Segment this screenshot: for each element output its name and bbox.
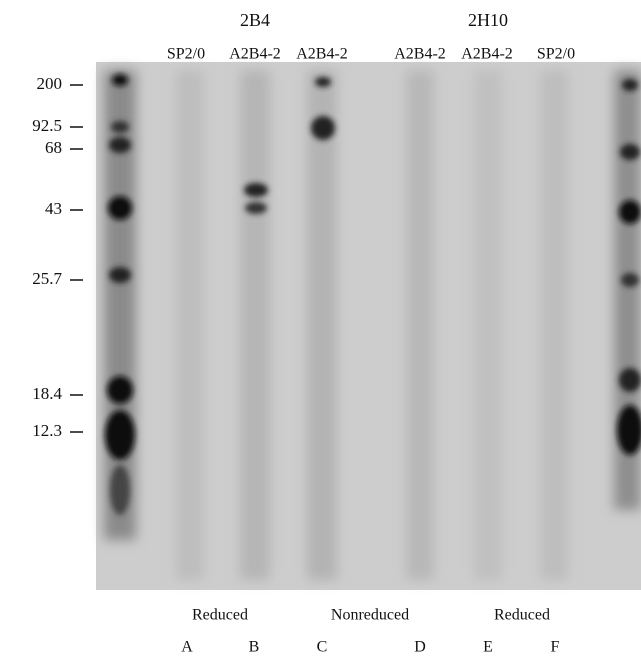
marker-label: 43	[45, 199, 62, 218]
condition-label: Nonreduced	[331, 607, 409, 624]
group-label: 2H10	[468, 10, 508, 30]
lane-letter: F	[551, 639, 560, 656]
marker-label: 12.3	[32, 421, 62, 440]
bands	[105, 74, 641, 515]
lane-letter: C	[317, 639, 328, 656]
marker-label: 68	[45, 138, 62, 157]
lane-letter: B	[249, 639, 260, 656]
lane-label: SP2/0	[537, 46, 575, 63]
marker-label: 200	[37, 74, 63, 93]
lane-label: A2B4-2	[394, 46, 446, 63]
marker-label: 25.7	[32, 269, 62, 288]
marker-label: 18.4	[32, 384, 62, 403]
marker-label: 92.5	[32, 116, 62, 135]
lane-label: A2B4-2	[461, 46, 513, 63]
lane-label: A2B4-2	[296, 46, 348, 63]
lane-smears	[104, 70, 641, 580]
labels: SP2/0 A2B4-2 A2B4-2 A2B4-2 A2B4-2 SP2/0 200 92.…	[32, 46, 575, 656]
condition-label: Reduced	[494, 607, 550, 624]
lane-letter: E	[483, 639, 493, 656]
group-label: 2B4	[240, 10, 270, 30]
lane-letter: A	[181, 639, 193, 656]
lane-label: SP2/0	[167, 46, 205, 63]
lane-letter: D	[414, 639, 426, 656]
condition-label: Reduced	[192, 607, 248, 624]
lane-label: A2B4-2	[229, 46, 281, 63]
